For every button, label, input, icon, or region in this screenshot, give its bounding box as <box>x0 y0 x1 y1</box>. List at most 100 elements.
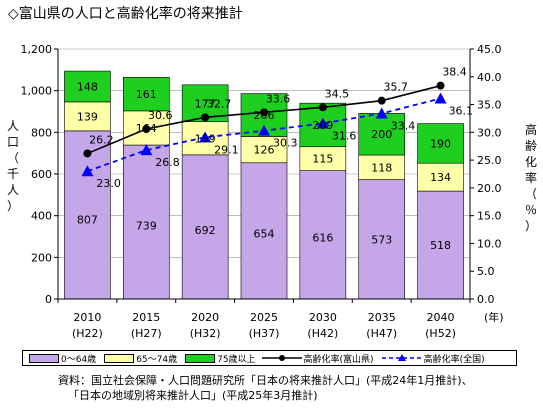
toyama-rate-label: 38.4 <box>442 66 467 79</box>
toyama-rate-point <box>436 81 445 90</box>
x-tick-label: 2040 <box>427 311 455 324</box>
national-rate-point <box>434 92 447 104</box>
legend-label-toyama-rate: 高齢化率(富山県) <box>303 354 374 365</box>
national-rate-label: 33.4 <box>391 119 416 132</box>
y-axis-left-label-char: 千 <box>6 167 19 181</box>
y-left-tick-label: 200 <box>31 251 52 264</box>
source-line-2: 「日本の地域別将来推計人口」(平成25年3月推計) <box>68 389 318 402</box>
national-rate-label: 36.1 <box>449 104 474 117</box>
toyama-rate-label: 35.7 <box>383 81 408 94</box>
bar-segment <box>417 123 464 164</box>
toyama-rate-point <box>142 125 151 133</box>
toyama-rate-point <box>318 103 327 112</box>
national-rate-point <box>316 117 329 129</box>
x-tick-sublabel: (H42) <box>307 327 338 340</box>
x-tick-sublabel: (H47) <box>366 327 397 340</box>
bar-segment <box>122 77 170 112</box>
bar-value-label: 200 <box>371 128 392 141</box>
bar-value-label: 115 <box>312 153 333 166</box>
y-right-tick-label: 25.0 <box>477 154 502 167</box>
national-rate-label: 30.3 <box>273 137 298 150</box>
bar-segment <box>358 179 406 300</box>
legend-item-75-plus: 75歳以上 <box>185 352 256 365</box>
legend-item-0-64: 0～64歳 <box>29 352 96 365</box>
y-axis-right-label: 高齢化率 （ ％ ） <box>524 122 538 234</box>
bar-segment <box>358 113 406 156</box>
bar-value-label: 206 <box>254 109 275 122</box>
toyama-rate-label: 33.6 <box>266 92 291 105</box>
y-left-tick-label: 800 <box>31 126 52 139</box>
y-left-tick-label: 1,000 <box>21 85 53 98</box>
bar-value-label: 739 <box>136 220 157 233</box>
y-axis-left-label-char: 口 <box>6 135 19 149</box>
bar-value-label: 148 <box>77 81 98 94</box>
y-right-tick-label: 10.0 <box>477 237 502 250</box>
y-left-tick-label: 400 <box>31 210 52 223</box>
bar-segment <box>417 162 464 192</box>
bar-value-label: 807 <box>77 213 98 226</box>
y-right-tick-label: 20.0 <box>477 182 502 195</box>
y-axis-left-label-char: 人 <box>6 119 19 133</box>
bar-value-label: 118 <box>371 161 392 174</box>
legend-swatch-0-64 <box>29 353 59 363</box>
x-tick-label: 2015 <box>132 311 160 324</box>
national-rate-point <box>258 124 270 136</box>
toyama-rate-label: 32.7 <box>207 97 232 110</box>
x-tick-label: 2010 <box>73 311 101 324</box>
national-rate-point <box>81 165 94 177</box>
source-note: 資料：国立社会保障・人口問題研究所「日本の将来推計人口」(平成24年1月推計)、… <box>58 373 473 403</box>
national-rate-point <box>375 107 388 119</box>
x-tick-sublabel: (H52) <box>425 327 456 340</box>
y-axis-left-label-char: ） <box>6 199 19 213</box>
bar-value-label: 134 <box>430 171 451 184</box>
y-axis-left-label: 人口（千人） <box>6 118 20 214</box>
bar-value-label: 159 <box>195 132 216 145</box>
legend-label-0-64: 0～64歳 <box>61 354 97 365</box>
bar-value-label: 177 <box>195 97 216 110</box>
y-right-tick-label: 40.0 <box>477 71 502 84</box>
legend-swatch-75-plus <box>185 353 216 363</box>
national-rate-label: 23.0 <box>96 177 121 190</box>
y-left-tick-label: 600 <box>31 168 52 181</box>
bar-value-label: 692 <box>195 224 216 237</box>
y-axis-right-label-char: ％ <box>524 203 537 217</box>
y-axis-right-label-char: 高 <box>524 123 537 137</box>
y-axis-right-label-char: ） <box>524 219 537 233</box>
legend-item-national-rate: 高齢化率(全国) <box>381 352 485 365</box>
y-left-tick-label: 0 <box>45 293 52 306</box>
y-axis-right-label-char: 化 <box>524 155 537 169</box>
y-right-tick-label: 15.0 <box>477 210 502 223</box>
bar-value-label: 518 <box>430 239 451 252</box>
y-right-tick-label: 0.0 <box>477 293 495 306</box>
bar-value-label: 209 <box>312 119 333 132</box>
x-tick-sublabel: (H37) <box>249 327 280 340</box>
national-rate-label: 29.1 <box>214 143 239 156</box>
bar-value-label: 126 <box>254 144 275 157</box>
y-axis-right-label-char: （ <box>524 187 537 201</box>
legend-swatch-65-74 <box>104 353 135 363</box>
x-tick-sublabel: (H27) <box>131 327 162 340</box>
bar-value-label: 190 <box>430 137 451 150</box>
legend-line-national-icon <box>381 354 422 361</box>
national-rate-point <box>199 131 212 143</box>
bar-value-label: 654 <box>254 228 275 241</box>
y-right-tick-label: 30.0 <box>477 126 502 139</box>
x-unit-label: (年) <box>484 310 504 324</box>
bar-segment <box>358 154 406 180</box>
legend-label-national-rate: 高齢化率(全国) <box>423 354 485 365</box>
y-axis-left-label-char: （ <box>6 151 19 165</box>
x-tick-sublabel: (H32) <box>190 327 221 340</box>
bar-segment <box>417 190 464 300</box>
legend-item-toyama-rate: 高齢化率(富山県) <box>261 352 374 365</box>
national-rate-label: 26.8 <box>155 156 180 169</box>
toyama-rate-point <box>201 113 210 122</box>
national-rate-label: 31.6 <box>332 129 357 142</box>
bar-segment <box>299 170 347 300</box>
bar-segment <box>64 130 111 300</box>
legend-label-75-plus: 75歳以上 <box>217 354 256 365</box>
bar-segment <box>64 70 111 103</box>
toyama-rate-label: 30.6 <box>148 109 173 122</box>
bar-value-label: 139 <box>77 110 98 123</box>
y-left-tick-label: 1,200 <box>21 43 53 56</box>
